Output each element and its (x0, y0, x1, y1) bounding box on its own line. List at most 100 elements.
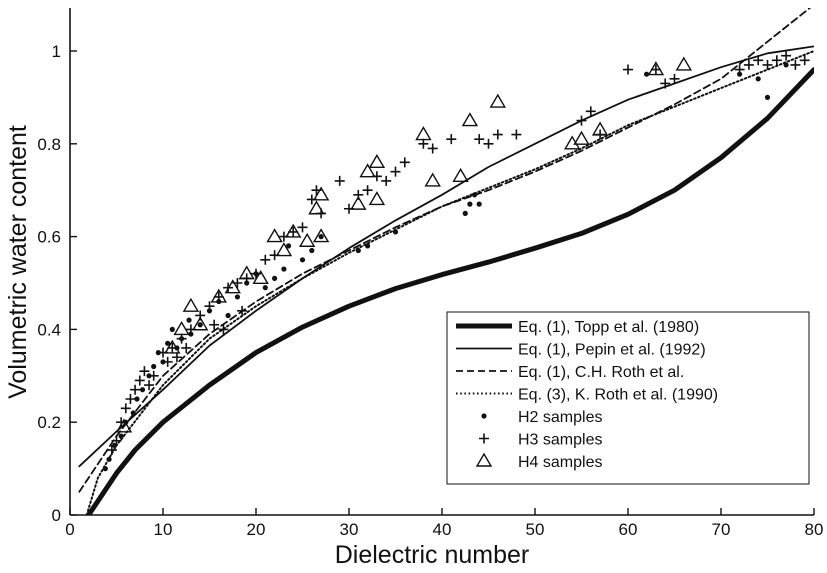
series-h2-samples (102, 62, 789, 472)
data-point (225, 312, 231, 319)
legend-item: H4 samples (475, 452, 602, 471)
y-axis-title: Volumetric water content (4, 125, 32, 399)
data-point (298, 232, 316, 247)
data-point (781, 50, 792, 61)
data-point (285, 243, 292, 249)
data-point (204, 301, 215, 312)
x-axis-ticks: 0 10 20 30 40 50 60 70 80 (65, 508, 823, 539)
data-point (218, 324, 229, 335)
data-point (182, 297, 200, 312)
x-tick-label: 70 (712, 520, 731, 539)
data-point (312, 228, 330, 243)
data-point (427, 143, 438, 154)
data-point (576, 115, 587, 126)
plot-area (78, 8, 814, 515)
data-point (234, 294, 240, 300)
data-point (111, 435, 122, 446)
data-point (102, 466, 108, 472)
y-tick-label: 0.2 (37, 413, 61, 432)
data-point (399, 157, 410, 168)
data-point (644, 71, 650, 77)
data-point (252, 269, 269, 285)
data-point (209, 319, 220, 330)
data-point (266, 228, 283, 243)
data-point (262, 285, 268, 291)
data-point (260, 254, 271, 265)
data-point (489, 93, 507, 108)
data-point (755, 76, 761, 82)
data-point (238, 265, 255, 280)
data-point (237, 305, 248, 316)
data-point (415, 126, 432, 141)
legend: Eq. (1), Topp et al. (1980) Eq. (1), Pepi… (446, 311, 810, 485)
data-point (165, 340, 171, 346)
data-point (120, 403, 131, 414)
data-point (452, 167, 469, 182)
legend-label: Eq. (1), C.H. Roth et al. (518, 364, 684, 381)
data-point (169, 326, 175, 332)
data-point (139, 366, 150, 377)
data-point (334, 175, 345, 186)
y-tick-label: 0 (52, 506, 61, 525)
series-eq-1-pepin-et-al-1992 (78, 45, 814, 468)
legend-item: Eq. (3), K. Roth et al. (1990) (456, 387, 718, 404)
series-h4-samples (115, 56, 693, 433)
data-point (392, 229, 399, 235)
data-point (623, 64, 633, 75)
data-point (308, 200, 325, 215)
data-point (181, 342, 192, 353)
data-point (106, 445, 117, 456)
data-point (743, 59, 754, 70)
data-point (118, 433, 124, 439)
data-point (476, 201, 482, 207)
legend-label: Eq. (1), Topp et al. (1980) (518, 319, 699, 336)
data-point (162, 356, 173, 367)
data-point (474, 134, 485, 145)
series-eq-3-k-roth-et-al-1990 (85, 50, 814, 515)
data-point (418, 138, 429, 149)
data-point (365, 243, 371, 249)
data-point (362, 185, 373, 196)
data-point (134, 396, 140, 402)
data-point (151, 363, 157, 370)
y-tick-label: 0.4 (37, 320, 61, 339)
data-point (312, 186, 330, 201)
data-point (197, 322, 203, 328)
series-line (85, 50, 814, 515)
data-point (355, 247, 361, 254)
series-line (86, 67, 814, 515)
legend-swatch-marker (475, 452, 493, 467)
data-point (130, 410, 136, 416)
data-point (368, 153, 386, 169)
y-axis-ticks: 0 0.2 0.4 0.6 0.8 1 (37, 42, 77, 525)
data-point (467, 201, 473, 207)
data-point (171, 352, 182, 363)
y-tick-label: 0.8 (37, 135, 61, 154)
legend-label: H4 samples (518, 454, 602, 471)
data-point (106, 456, 112, 462)
data-point (734, 64, 745, 75)
x-axis-title: Dielectric number (335, 541, 530, 569)
legend-label: H2 samples (518, 409, 602, 426)
data-point (771, 55, 782, 66)
legend-swatch-marker (481, 413, 487, 419)
data-point (272, 275, 278, 281)
legend-label: Eq. (1), Pepin et al. (1992) (518, 342, 706, 359)
data-point (462, 210, 468, 216)
legend-label: Eq. (3), K. Roth et al. (1990) (518, 387, 718, 404)
data-point (390, 166, 401, 177)
data-point (359, 163, 376, 178)
data-point (275, 242, 293, 257)
data-point (368, 191, 386, 206)
data-point (134, 375, 145, 386)
data-point (799, 55, 810, 66)
legend-box (446, 311, 810, 485)
x-tick-label: 50 (526, 520, 545, 539)
x-tick-label: 20 (247, 520, 266, 539)
data-point (148, 370, 159, 381)
x-tick-label: 0 (65, 520, 74, 539)
data-point (144, 380, 155, 391)
data-point (224, 279, 241, 294)
legend-item: H3 samples (479, 432, 602, 449)
